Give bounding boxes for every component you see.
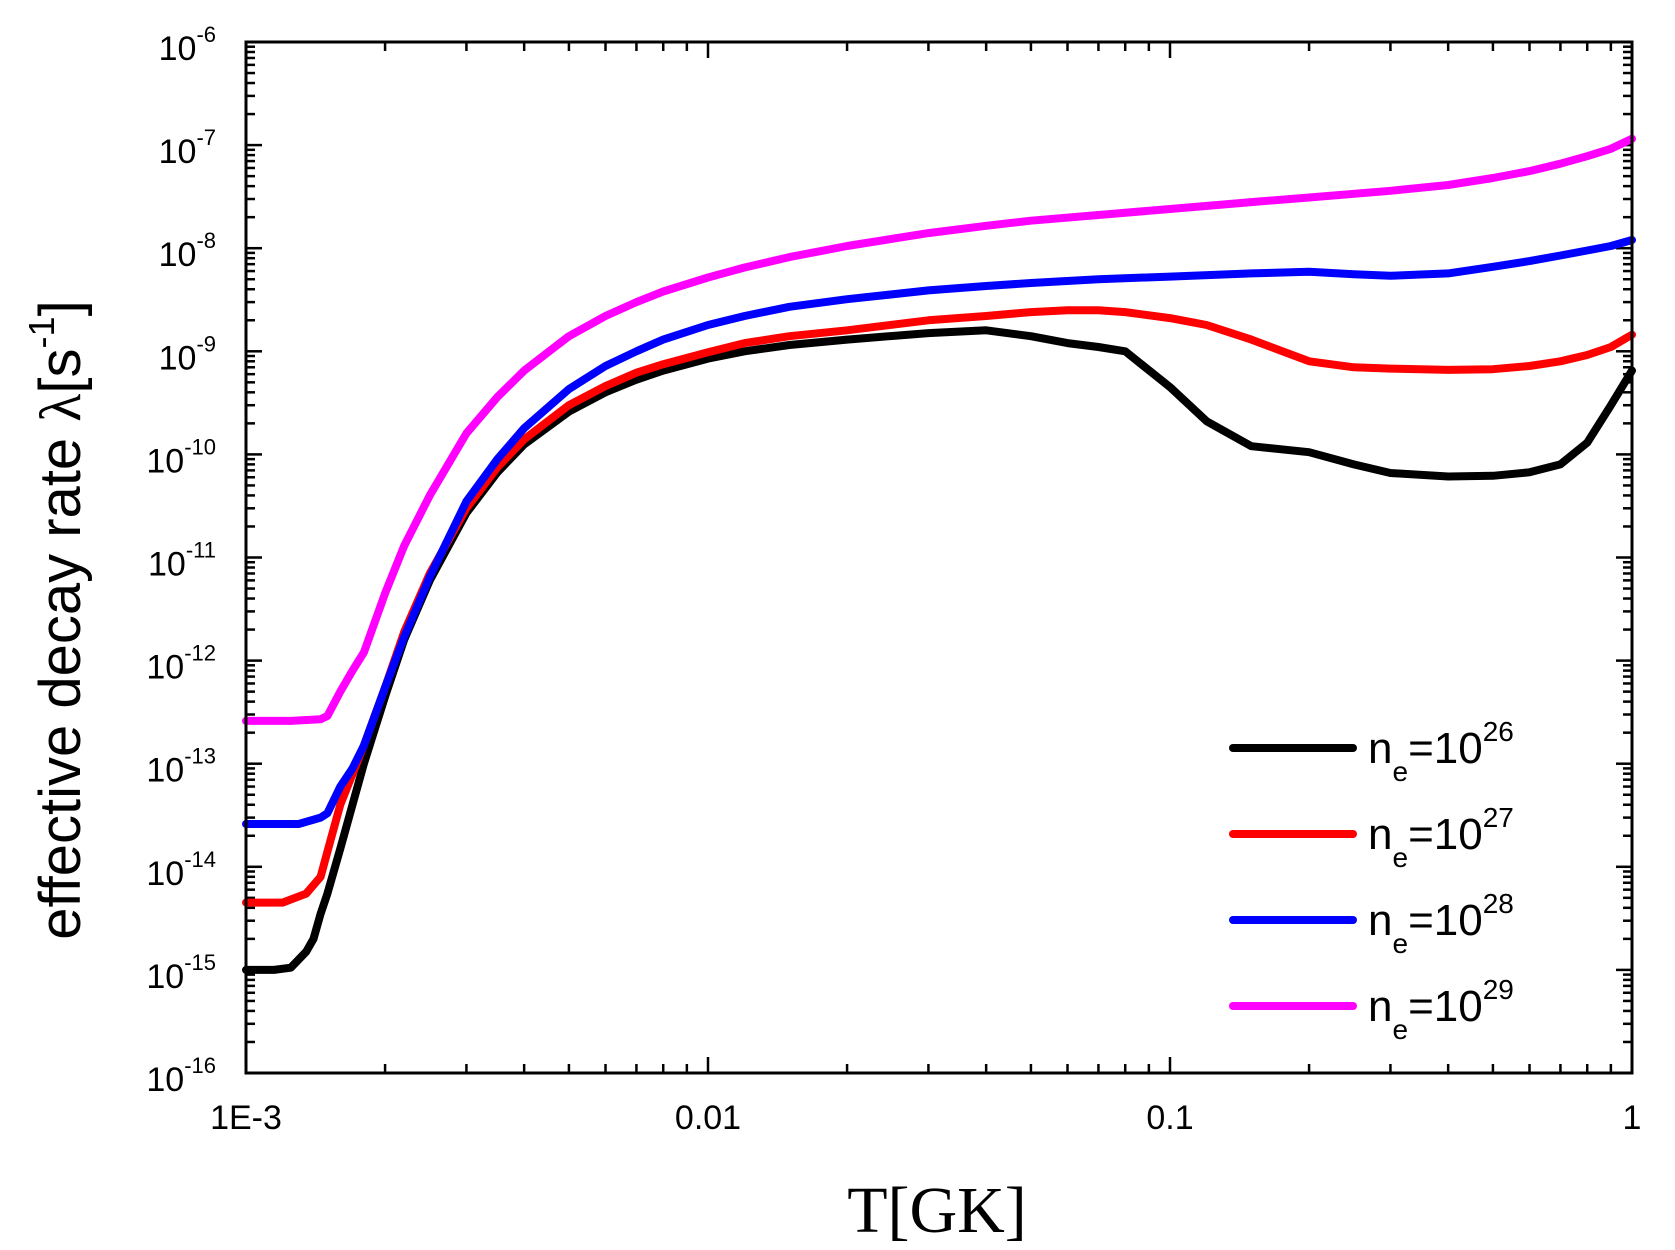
- legend-label-var: n: [1368, 896, 1392, 945]
- legend-label-eq: =10: [1408, 896, 1483, 945]
- legend-label-sup: 29: [1483, 974, 1514, 1005]
- series-line-1: [242, 326, 1636, 974]
- y-axis-label: effective decay rate λ[s-1]: [21, 300, 93, 939]
- y-tick-label-base: 10: [159, 30, 197, 68]
- y-tick-label-exp: -15: [184, 950, 216, 975]
- y-tick-label-base: 10: [159, 133, 197, 171]
- legend-label-sup: 26: [1483, 716, 1514, 747]
- x-axis-label: T[GK]: [847, 1174, 1027, 1247]
- y-tick-label: 10-12: [146, 641, 216, 687]
- y-tick-label-exp: -7: [196, 125, 216, 150]
- y-tick-label-base: 10: [159, 339, 197, 377]
- y-tick-label: 10-10: [146, 434, 216, 480]
- y-tick-label-base: 10: [146, 958, 184, 996]
- legend-label-sub: e: [1392, 756, 1408, 787]
- x-tick-labels: 1E-3 0.01 0.1 1: [210, 1099, 1641, 1137]
- legend-label-var: n: [1368, 982, 1392, 1031]
- legend-item: ne=1027: [1229, 802, 1514, 873]
- x-tick-label: 0.01: [675, 1099, 741, 1137]
- y-tick-label-exp: -9: [196, 331, 216, 356]
- y-tick-label: 10-16: [146, 1053, 216, 1099]
- y-axis-label-lambda: λ: [28, 394, 93, 422]
- legend-label-eq: =10: [1408, 982, 1483, 1031]
- y-tick-label-exp: -11: [186, 538, 216, 563]
- y-tick-label: 10-11: [148, 538, 216, 584]
- legend-label: ne=1027: [1368, 802, 1514, 873]
- y-tick-label: 10-14: [146, 847, 216, 893]
- y-tick-labels: 10-610-710-810-910-1010-1110-1210-1310-1…: [146, 22, 216, 1099]
- legend-label-var: n: [1368, 724, 1392, 773]
- y-tick-label-exp: -10: [184, 434, 216, 459]
- x-tick-label: 1: [1623, 1099, 1642, 1137]
- legend-label-eq: =10: [1408, 724, 1483, 773]
- plot-frame: [244, 40, 1634, 1075]
- x-tick-label: 0.1: [1146, 1099, 1193, 1137]
- y-tick-label-base: 10: [148, 546, 186, 584]
- x-tick-label: 1E-3: [210, 1099, 282, 1137]
- y-tick-label: 10-9: [159, 331, 216, 377]
- y-axis-label-text: effective decay rate: [28, 422, 93, 940]
- y-tick-label-base: 10: [146, 855, 184, 893]
- legend-label-sub: e: [1392, 928, 1408, 959]
- series-line-4: [242, 134, 1636, 725]
- y-tick-label: 10-15: [146, 950, 216, 996]
- legend-label-sup: 27: [1483, 802, 1514, 833]
- y-tick-label-exp: -8: [196, 228, 216, 253]
- y-tick-label-base: 10: [146, 442, 184, 480]
- y-tick-label-base: 10: [159, 236, 197, 274]
- legend-label-sub: e: [1392, 1014, 1408, 1045]
- legend-label-sub: e: [1392, 842, 1408, 873]
- y-tick-label: 10-6: [159, 22, 216, 68]
- legend-label-var: n: [1368, 810, 1392, 859]
- legend-item: ne=1028: [1229, 888, 1514, 959]
- series-line-3: [242, 236, 1636, 828]
- legend-item: ne=1026: [1229, 716, 1514, 787]
- y-tick-label-exp: -6: [196, 22, 216, 47]
- y-tick-label-exp: -16: [184, 1053, 216, 1078]
- plot-series: [242, 134, 1636, 974]
- y-tick-label-exp: -13: [184, 744, 216, 769]
- legend-label: ne=1028: [1368, 888, 1514, 959]
- y-axis-label-unit: [s: [28, 348, 93, 393]
- y-tick-label-base: 10: [146, 752, 184, 790]
- y-tick-label: 10-8: [159, 228, 216, 274]
- y-axis-label-unit-exp: -1: [21, 316, 62, 348]
- legend-label: ne=1026: [1368, 716, 1514, 787]
- legend-label-eq: =10: [1408, 810, 1483, 859]
- legend-label-sup: 28: [1483, 888, 1514, 919]
- y-tick-label-base: 10: [146, 649, 184, 687]
- y-tick-label: 10-7: [159, 125, 216, 171]
- y-tick-label: 10-13: [146, 744, 216, 790]
- y-axis-label-unit-close: ]: [28, 300, 93, 316]
- y-tick-label-exp: -14: [184, 847, 216, 872]
- legend-item: ne=1029: [1229, 974, 1514, 1045]
- legend-label: ne=1029: [1368, 974, 1514, 1045]
- y-tick-label-exp: -12: [184, 641, 216, 666]
- y-tick-label-base: 10: [146, 1061, 184, 1099]
